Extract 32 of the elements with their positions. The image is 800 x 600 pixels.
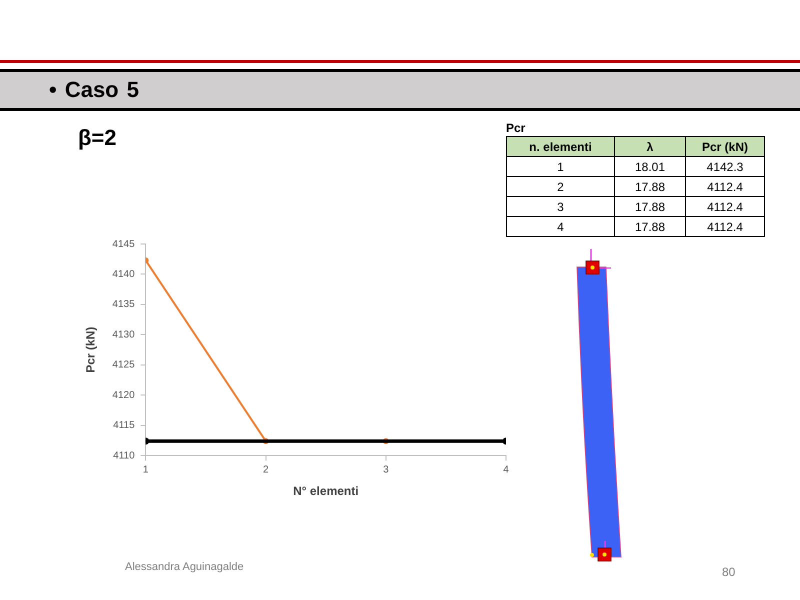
data-label: 4112.4 bbox=[686, 216, 764, 236]
text: Pcr bbox=[506, 120, 526, 136]
y-tick-label: 4135 bbox=[112, 299, 136, 310]
y-tick-label: 3 bbox=[506, 196, 614, 216]
x-tick-label: λ bbox=[614, 136, 686, 156]
y-tick-label: 4115 bbox=[113, 420, 136, 432]
x-tick-label: 1 bbox=[142, 464, 149, 476]
text: Alessandra Aguinagalde bbox=[125, 561, 244, 573]
y-tick-label: 4 bbox=[506, 216, 614, 236]
data-label: 17.88 bbox=[614, 176, 686, 196]
data-label: 17.88 bbox=[614, 196, 686, 216]
data-label: 17.88 bbox=[614, 216, 686, 236]
data-label: 4112.4 bbox=[686, 196, 764, 216]
y-tick-label: 2 bbox=[506, 176, 614, 196]
y-tick-label: 4140 bbox=[112, 268, 136, 280]
x-axis-title: N° elementi bbox=[293, 484, 359, 498]
text: 80 bbox=[722, 565, 736, 579]
y-tick-label: 1 bbox=[506, 156, 614, 176]
data-label: 4142.3 bbox=[686, 156, 764, 176]
y-tick-label: 4120 bbox=[112, 390, 136, 401]
y-tick-label: 4110 bbox=[113, 450, 136, 462]
y-tick-label: 4125 bbox=[112, 360, 136, 371]
data-label: 18.01 bbox=[614, 156, 686, 176]
chart-subtitle: β=2 bbox=[78, 124, 117, 152]
x-tick-label: 2 bbox=[262, 464, 269, 476]
data-label: 4112.4 bbox=[686, 176, 764, 196]
y-tick-label: 4130 bbox=[112, 329, 136, 340]
y-axis-title: n. elementi bbox=[506, 136, 614, 156]
x-tick-label: 3 bbox=[383, 464, 390, 476]
y-tick-label: 4145 bbox=[112, 238, 136, 250]
y-axis-title: Pcr (kN) bbox=[84, 326, 98, 373]
chart-title: • Caso 5 bbox=[49, 76, 139, 104]
